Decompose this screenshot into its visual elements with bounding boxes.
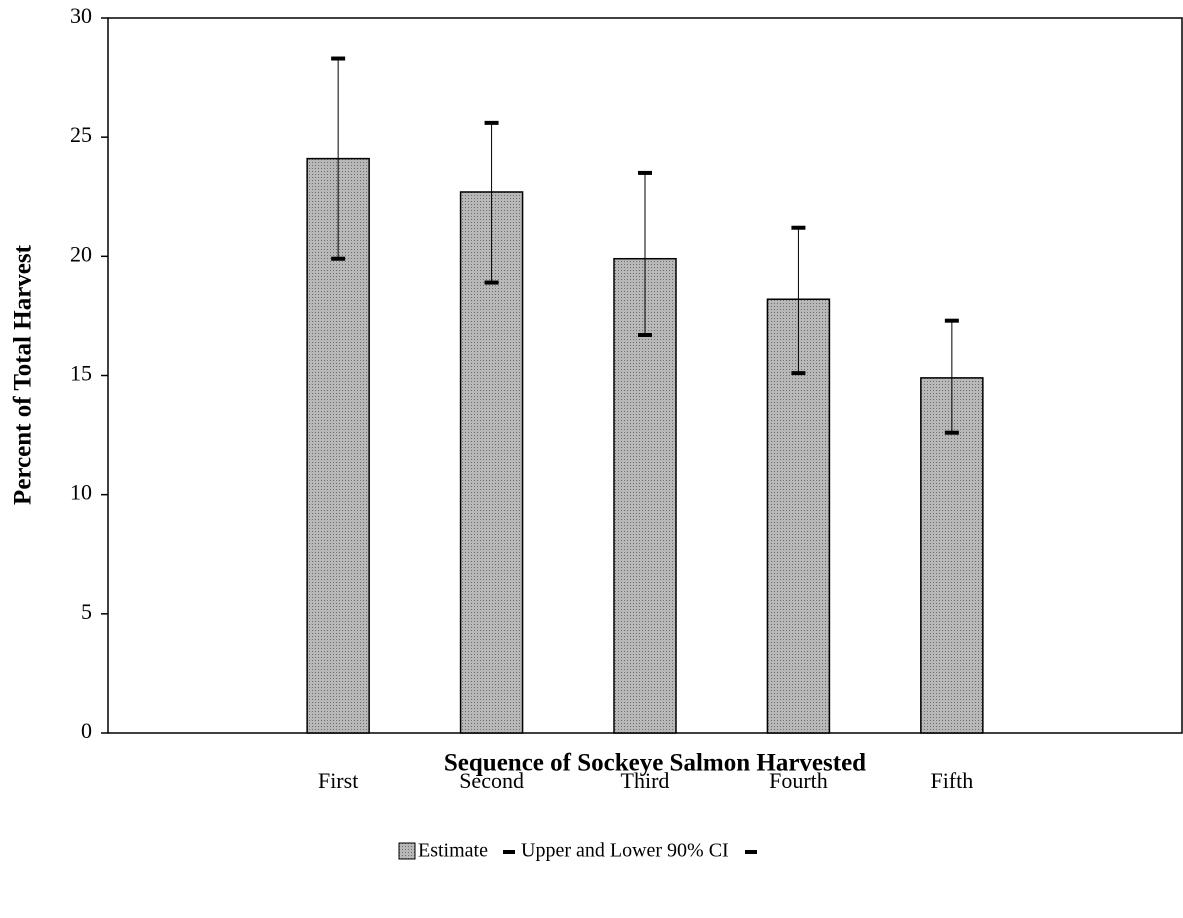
bar (613, 257, 677, 734)
y-tick-label: 10 (70, 480, 92, 505)
x-tick-label: Third (621, 768, 670, 793)
y-tick-label: 20 (70, 241, 92, 266)
bar (920, 377, 984, 734)
legend-label: Upper and Lower 90% CI (521, 840, 729, 862)
y-tick-label: 25 (70, 122, 92, 147)
y-tick-label: 5 (81, 599, 92, 624)
legend-label: Estimate (418, 840, 488, 862)
legend-swatch (398, 842, 416, 860)
y-tick-label: 15 (70, 361, 92, 386)
x-tick-label: Second (459, 768, 524, 793)
y-tick-label: 0 (81, 718, 92, 743)
bar (459, 191, 524, 734)
y-tick-label: 30 (70, 3, 92, 28)
x-tick-label: First (318, 768, 358, 793)
x-axis-label: Sequence of Sockeye Salmon Harvested (444, 750, 866, 777)
x-tick-label: Fifth (930, 768, 973, 793)
y-axis-label: Percent of Total Harvest (10, 244, 37, 505)
x-tick-label: Fourth (769, 768, 828, 793)
